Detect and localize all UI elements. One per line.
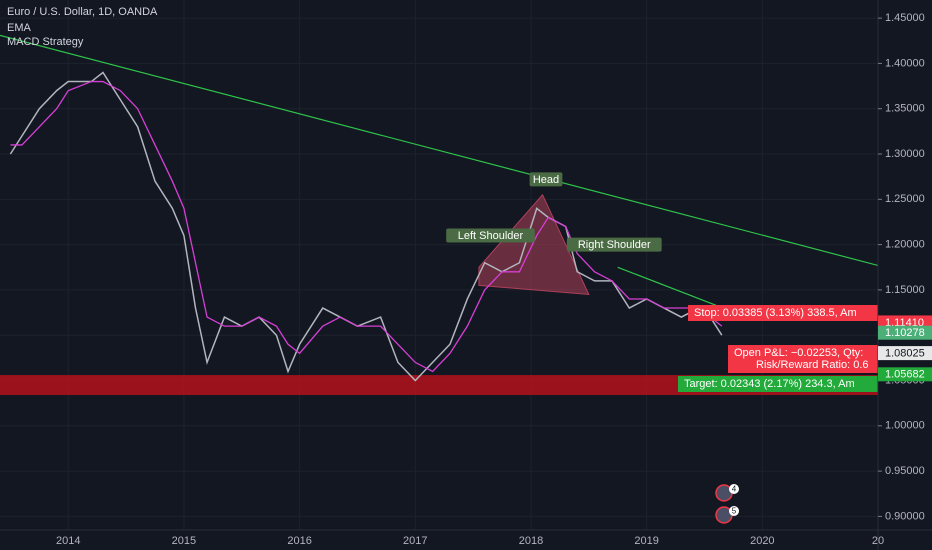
- y-tick-label: 0.90000: [885, 510, 925, 522]
- event-count-badge: [729, 506, 739, 516]
- order-text: Stop: 0.03385 (3.13%) 338.5, Am: [694, 307, 857, 319]
- zone: [0, 375, 878, 396]
- y-tick-label: 1.40000: [885, 57, 925, 69]
- y-tick-label: 1.00000: [885, 420, 925, 432]
- order-text: Open P&L: −0.02253, Qty:: [734, 347, 863, 359]
- x-tick-label: 2018: [519, 535, 543, 547]
- pattern-label-box: [529, 172, 563, 187]
- x-tick-label: 2015: [172, 535, 196, 547]
- order-box: [688, 305, 878, 321]
- y-tick-label: 1.30000: [885, 148, 925, 160]
- x-tick-label: 2017: [403, 535, 427, 547]
- price-tag-label: 1.08025: [885, 348, 925, 360]
- axes: 0.900000.950001.000001.050001.100001.150…: [56, 12, 932, 547]
- trend-line: [617, 266, 717, 306]
- price-tag-label: 1.10278: [885, 327, 925, 339]
- indicator-name: EMA: [7, 22, 32, 34]
- ema-line: [10, 80, 723, 373]
- price-tag-label: 1.05682: [885, 369, 925, 381]
- y-tick-label: 1.20000: [885, 239, 925, 251]
- price-tag: [878, 367, 932, 382]
- event-count: 4: [732, 485, 737, 494]
- x-tick-label: 20: [872, 535, 884, 547]
- y-tick-label: 0.95000: [885, 465, 925, 477]
- pattern-label: Left Shoulder: [458, 230, 524, 242]
- price-tag: [878, 325, 932, 340]
- pattern-label: Head: [533, 174, 559, 186]
- pattern-label-box: [566, 237, 662, 252]
- x-tick-label: 2019: [634, 535, 658, 547]
- y-tick-label: 1.25000: [885, 193, 925, 205]
- order-text: Target: 0.02343 (2.17%) 234.3, Am: [684, 378, 855, 390]
- order-box: [728, 345, 878, 373]
- order-box: [678, 376, 878, 392]
- y-tick-label: 1.15000: [885, 284, 925, 296]
- x-tick-label: 2014: [56, 535, 80, 547]
- event-count-badge: [729, 484, 739, 494]
- symbol-title: Euro / U.S. Dollar, 1D, OANDA: [7, 6, 158, 18]
- indicator-name: MACD Strategy: [7, 36, 84, 48]
- y-tick-label: 1.35000: [885, 103, 925, 115]
- pattern-label: Right Shoulder: [578, 239, 651, 251]
- grid: [0, 0, 879, 530]
- x-tick-label: 2020: [750, 535, 774, 547]
- price-tag: [878, 346, 932, 361]
- plot-area: Left Shoulder Head Right Shoulder Stop: 0.0…: [0, 34, 878, 524]
- event-count: 5: [732, 507, 737, 516]
- trend-line: [0, 34, 878, 267]
- y-tick-label: 1.45000: [885, 12, 925, 24]
- pattern-label-box: [446, 228, 535, 243]
- x-tick-label: 2016: [287, 535, 311, 547]
- order-text: Risk/Reward Ratio: 0.6: [756, 359, 869, 371]
